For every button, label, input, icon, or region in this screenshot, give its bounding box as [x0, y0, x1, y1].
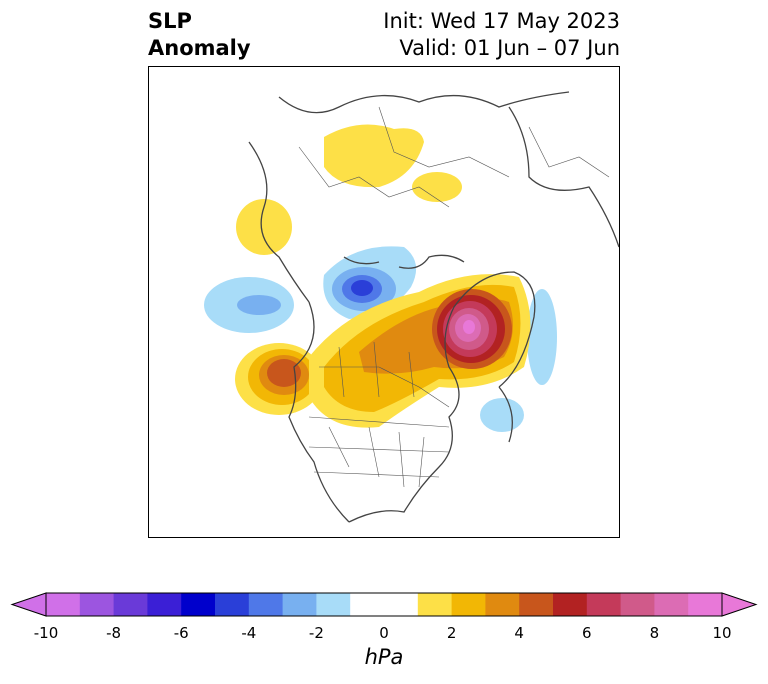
positive-anomaly-canada-greenland	[309, 274, 531, 428]
init-date: Init: Wed 17 May 2023	[383, 9, 620, 33]
colorbar-tick-label: 4	[514, 624, 524, 642]
map-dates: Init: Wed 17 May 2023 Valid: 01 Jun – 07…	[383, 8, 620, 62]
colorbar	[10, 592, 758, 617]
colorbar-unit: hPa	[364, 645, 404, 669]
colorbar-cell	[350, 593, 385, 616]
title-type: Anomaly	[148, 36, 251, 60]
colorbar-tick-label: 6	[582, 624, 592, 642]
coastlines	[248, 91, 619, 523]
negative-anomaly-bering	[204, 277, 294, 333]
anomaly-map	[148, 66, 620, 538]
colorbar-cell	[282, 593, 317, 616]
colorbar-cell	[248, 593, 284, 616]
colorbar-cells	[46, 593, 723, 616]
colorbar-cell	[215, 593, 250, 616]
colorbar-tick-label: 8	[649, 624, 660, 642]
colorbar-tick-label: -2	[308, 624, 324, 642]
valid-range: Valid: 01 Jun – 07 Jun	[399, 36, 620, 60]
colorbar-tick-label: -8	[106, 624, 122, 642]
colorbar-cell	[384, 593, 419, 616]
country-borders	[298, 106, 610, 488]
colorbar-cell	[46, 593, 81, 616]
colorbar-cell	[316, 593, 351, 616]
colorbar-cell	[586, 593, 622, 616]
colorbar-cell	[417, 593, 453, 616]
colorbar-tick-label: 10	[712, 624, 732, 642]
map-title: SLP Anomaly	[148, 8, 251, 62]
colorbar-cell	[79, 593, 115, 616]
colorbar-cell	[654, 593, 689, 616]
colorbar-cell	[113, 593, 148, 616]
colorbar-cell	[688, 593, 723, 616]
map-canvas	[204, 91, 619, 523]
colorbar-cell	[553, 593, 588, 616]
colorbar-tick-label: 0	[379, 624, 389, 642]
colorbar-extend-high	[721, 592, 758, 617]
colorbar-extend-low	[10, 592, 47, 617]
positive-anomaly-siberia	[236, 124, 462, 255]
colorbar-cell	[519, 593, 554, 616]
colorbar-cell	[147, 593, 182, 616]
colorbar-tick-label: -6	[173, 624, 189, 642]
colorbar-cell	[485, 593, 520, 616]
colorbar-outline	[45, 592, 723, 617]
colorbar-tick-label: -4	[241, 624, 257, 642]
colorbar-cell	[620, 593, 655, 616]
colorbar-tick-label: -10	[33, 624, 59, 642]
colorbar-tick-label: 2	[446, 624, 457, 642]
title-variable: SLP	[148, 9, 192, 33]
colorbar-cell	[451, 593, 486, 616]
colorbar-cell	[181, 593, 216, 616]
